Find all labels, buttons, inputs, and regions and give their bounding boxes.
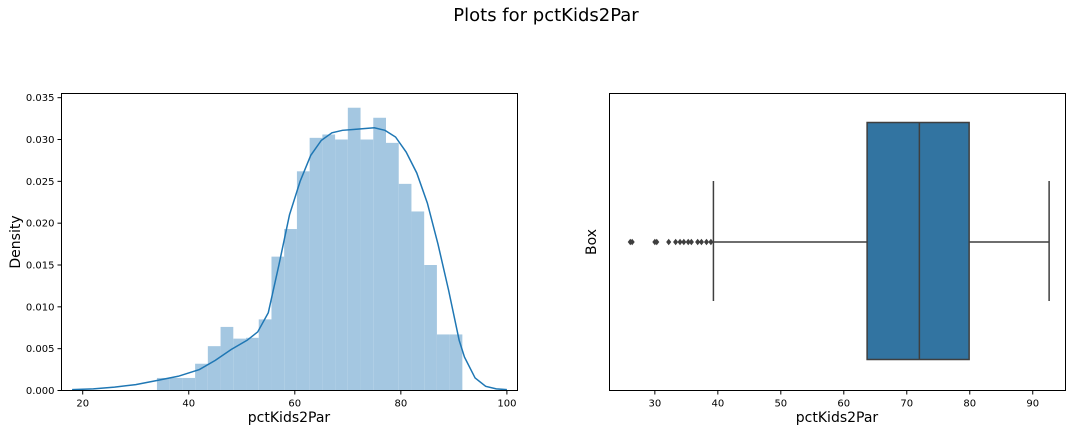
- outlier-point: [629, 238, 635, 246]
- outlier-point: [698, 238, 705, 246]
- y-tick-label: 0.010: [26, 302, 55, 313]
- histogram-bar: [296, 171, 310, 391]
- histogram-bar: [258, 319, 272, 391]
- histogram-bar: [182, 377, 196, 391]
- histogram-bar: [271, 256, 285, 391]
- histogram-subplot: 20 40 60 80 100 0.0000.0050.0100.0150.0200.0…: [8, 93, 518, 426]
- x-tick-label: 40: [182, 399, 195, 410]
- histogram-bar: [436, 334, 450, 391]
- histogram-bar: [220, 326, 234, 391]
- histogram-bar: [246, 337, 259, 391]
- histogram-bar: [322, 134, 336, 391]
- boxplot-elements: [627, 121, 1050, 361]
- outlier-point: [685, 238, 691, 246]
- outlier-point: [688, 238, 694, 246]
- histogram-bars: [156, 107, 463, 391]
- x-tick-label: 60: [837, 399, 850, 410]
- y-tick-label: 0.000: [26, 386, 55, 397]
- boxplot-subplot: 30 40 50 60 70 80 90 pctKids2Par Box: [584, 93, 1066, 426]
- interquartile-box: [866, 121, 970, 361]
- outlier-point: [708, 238, 714, 246]
- histogram-frame: [61, 93, 518, 391]
- outlier-point: [703, 238, 710, 246]
- figure-suptitle: Plots for pctKids2Par: [453, 5, 639, 26]
- x-tick-label: 60: [288, 399, 301, 410]
- y-tick-label: 0.035: [26, 93, 55, 104]
- x-tick-label: 40: [711, 399, 724, 410]
- y-tick-label: 0.025: [26, 177, 55, 188]
- x-tick-label: 100: [497, 399, 516, 410]
- outlier-point: [673, 238, 679, 246]
- x-tick-label: 80: [394, 399, 407, 410]
- histogram-bar: [411, 211, 425, 391]
- outlier-point: [654, 238, 660, 246]
- outlier-point: [681, 238, 687, 246]
- histogram-bar: [233, 338, 247, 391]
- kde-curve: [72, 127, 507, 391]
- x-tick-label: 50: [774, 399, 787, 410]
- x-tick-label: 90: [1026, 399, 1039, 410]
- x-tick-label: 20: [76, 399, 89, 410]
- outlier-point: [666, 238, 672, 246]
- histogram-bar: [398, 183, 412, 391]
- x-tick-label: 80: [963, 399, 976, 410]
- histogram-bar: [449, 334, 463, 391]
- outlier-point: [695, 238, 701, 246]
- histogram-bar: [309, 137, 323, 391]
- boxplot-y-label: Box: [584, 229, 600, 255]
- histogram-bar: [156, 377, 170, 391]
- boxplot-x-ticks: 30 40 50 60 70 80 90: [648, 390, 1039, 410]
- histogram-x-label: pctKids2Par: [248, 410, 331, 426]
- y-tick-label: 0.020: [26, 219, 55, 230]
- histogram-x-ticks: 20 40 60 80 100: [76, 390, 516, 410]
- boxplot-frame: [609, 93, 1066, 391]
- histogram-bar: [373, 117, 387, 391]
- histogram-y-ticks: 0.000 0.005 0.010 0.015 0.020 0.025 0.030 0.035: [26, 93, 62, 397]
- histogram-bar: [284, 229, 297, 391]
- histogram-bar: [347, 107, 361, 391]
- y-tick-label: 0.005: [26, 344, 55, 355]
- x-tick-label: 70: [900, 399, 913, 410]
- y-tick-label: 0.015: [26, 261, 55, 272]
- boxplot-x-label: pctKids2Par: [796, 410, 879, 426]
- y-tick-label: 0.030: [26, 135, 55, 146]
- outlier-point: [677, 238, 683, 246]
- histogram-bar: [207, 346, 221, 391]
- histogram-bar: [169, 377, 183, 391]
- histogram-bar: [360, 139, 374, 391]
- histogram-bar: [424, 265, 437, 391]
- histogram-y-label: Density: [8, 215, 24, 268]
- x-tick-label: 30: [648, 399, 661, 410]
- histogram-bar: [335, 139, 348, 391]
- histogram-bar: [386, 142, 399, 391]
